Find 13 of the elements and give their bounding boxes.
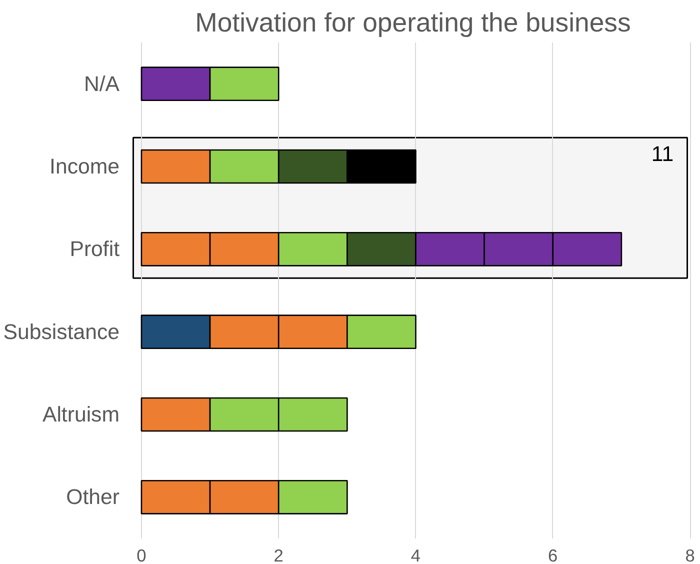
x-tick-label: 8 bbox=[685, 546, 695, 564]
y-tick-label: Income bbox=[50, 154, 120, 178]
y-tick-label: Subsistance bbox=[3, 320, 120, 344]
y-tick-label: Other bbox=[66, 485, 120, 510]
x-tick-label: 2 bbox=[274, 546, 284, 564]
x-tick-label: 0 bbox=[136, 546, 146, 564]
y-tick-label: Altruism bbox=[42, 402, 120, 426]
chart-title: Motivation for operating the business bbox=[195, 8, 631, 38]
x-tick-label: 4 bbox=[410, 546, 421, 564]
y-tick-label: N/A bbox=[84, 72, 120, 96]
y-tick-label: Profit bbox=[70, 237, 120, 262]
x-tick-label: 6 bbox=[548, 546, 558, 564]
band-label: 11 bbox=[651, 142, 674, 166]
